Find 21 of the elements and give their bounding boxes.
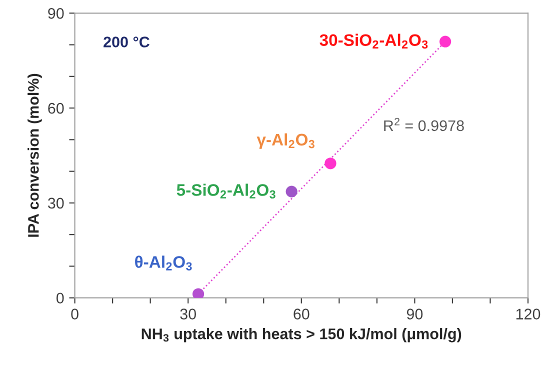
x-tick-label: 90 [406,308,423,320]
y-tick-label: 0 [56,292,64,304]
y-tick-label: 30 [48,198,64,209]
annotation: 200 °C [104,36,150,48]
point [192,288,204,298]
point [286,186,298,198]
x-axis-title: NH$_{3}$ uptake with heats > 150 kJ/mol (μmol/g) [142,328,462,342]
annotation: 5-SiO$_{2}$-Al$_{2}$O$_{3}$ [176,184,276,199]
y-tick-label: 60 [48,102,64,114]
x-tick-label: 120 [516,308,540,320]
x-tick-label: 0 [71,308,78,320]
point [324,158,336,170]
x-tick-label: 30 [180,308,196,320]
y-axis-title: IPA conversion (mol%) [28,74,42,237]
point [439,36,452,48]
annotation: θ-Al$_{2}$O$_{3}$ [135,256,192,270]
annotation: 30-SiO$_{2}$-Al$_{2}$O$_{3}$ [320,34,428,49]
annotation: γ-Al$_{2}$O$_{3}$ [256,133,314,149]
annotation: R$^{2}$ = 0.9978 [384,118,464,132]
y-tick-label: 90 [48,8,64,19]
x-tick-label: 60 [294,308,310,320]
